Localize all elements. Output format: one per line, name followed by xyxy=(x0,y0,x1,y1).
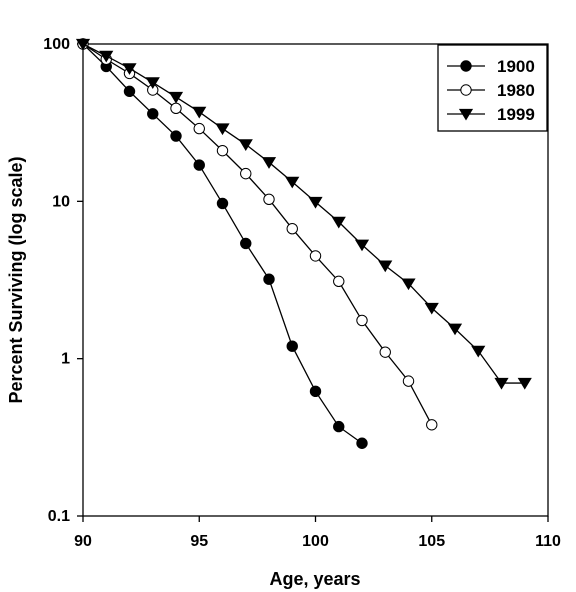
data-point-marker xyxy=(168,91,184,104)
y-tick-label: 0.1 xyxy=(48,508,70,525)
data-point-marker xyxy=(517,377,532,390)
data-point-marker xyxy=(379,346,391,358)
legend-label: 1999 xyxy=(497,105,535,124)
data-point-marker xyxy=(286,222,298,235)
data-point-marker xyxy=(401,278,416,291)
data-point-marker xyxy=(286,340,298,352)
series-line xyxy=(82,43,433,426)
data-point-marker xyxy=(261,157,277,169)
data-point-marker xyxy=(75,38,91,51)
data-point-marker xyxy=(263,273,275,285)
series-layer xyxy=(75,38,532,449)
x-axis-title: Age, years xyxy=(269,569,360,589)
y-tick-label: 10 xyxy=(52,193,70,210)
data-point-marker xyxy=(354,239,370,252)
y-tick-label: 1 xyxy=(61,351,70,368)
series-1900 xyxy=(77,38,368,449)
data-point-marker xyxy=(331,216,346,229)
series-1999 xyxy=(75,38,532,390)
data-point-marker xyxy=(458,108,474,121)
data-point-marker xyxy=(356,314,368,327)
legend: 1900 1980 1999 xyxy=(437,44,548,132)
data-point-marker xyxy=(471,345,486,358)
legend-label: 1900 xyxy=(497,57,535,76)
data-point-marker xyxy=(378,260,393,273)
legend-item-1980: 1980 xyxy=(447,81,535,100)
x-tick-label: 95 xyxy=(190,533,208,550)
data-point-marker xyxy=(424,302,439,315)
data-point-marker xyxy=(193,122,205,135)
data-point-marker xyxy=(145,77,160,89)
series-1980 xyxy=(77,38,438,431)
data-point-marker xyxy=(309,385,322,398)
x-tick-label: 105 xyxy=(418,533,445,550)
data-point-marker xyxy=(494,377,509,390)
data-point-marker xyxy=(309,250,322,262)
y-tick-label: 100 xyxy=(43,36,70,53)
data-point-marker xyxy=(333,420,345,433)
x-tick-label: 110 xyxy=(535,533,561,550)
data-point-marker xyxy=(285,176,300,189)
data-point-marker xyxy=(123,85,136,98)
data-point-marker xyxy=(263,193,275,206)
y-axis-title: Percent Surviving (log scale) xyxy=(6,156,26,403)
data-point-marker xyxy=(215,123,230,136)
data-point-marker xyxy=(192,106,207,119)
legend-label: 1980 xyxy=(497,81,535,100)
data-point-marker xyxy=(460,60,472,72)
legend-box xyxy=(437,44,548,132)
data-point-marker xyxy=(216,144,229,157)
data-point-marker xyxy=(193,159,205,171)
legend-item-1999: 1999 xyxy=(447,105,535,124)
data-point-marker xyxy=(308,196,323,209)
data-point-marker xyxy=(216,197,229,210)
data-point-marker xyxy=(238,139,253,151)
x-tick-label: 100 xyxy=(302,533,329,550)
x-tick-label: 90 xyxy=(74,533,92,550)
data-point-marker xyxy=(460,84,472,96)
data-point-marker xyxy=(402,375,415,387)
data-point-marker xyxy=(147,108,159,120)
data-point-marker xyxy=(447,323,463,336)
data-point-marker xyxy=(240,237,252,250)
data-point-marker xyxy=(426,419,438,431)
data-point-marker xyxy=(99,50,114,63)
data-point-marker xyxy=(170,130,182,142)
data-point-marker xyxy=(122,63,137,75)
series-line xyxy=(82,43,363,444)
data-point-marker xyxy=(333,275,345,288)
legend-item-1900: 1900 xyxy=(447,57,535,76)
data-point-marker xyxy=(240,167,252,180)
data-point-marker xyxy=(356,437,368,449)
data-point-marker xyxy=(170,102,182,115)
